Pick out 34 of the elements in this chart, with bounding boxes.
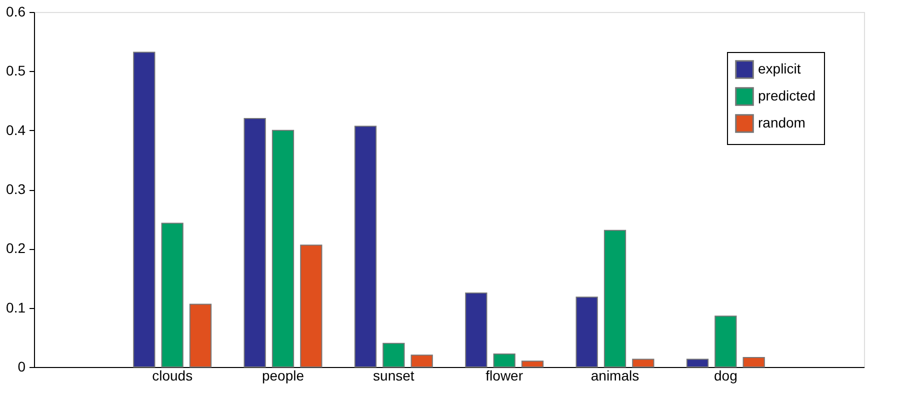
bar (161, 222, 184, 368)
y-tick-label: 0.2 (6, 240, 26, 256)
legend-label: explicit (758, 60, 801, 76)
x-tick-label: animals (590, 368, 640, 384)
y-tick-label: 0 (18, 358, 26, 374)
bar (632, 358, 654, 368)
bar (576, 296, 598, 368)
x-tick-label: people (262, 368, 304, 384)
bar (244, 118, 266, 368)
bar (604, 230, 626, 368)
legend-label: predicted (758, 88, 816, 104)
bar (493, 353, 516, 368)
bar (686, 358, 709, 368)
bar (354, 126, 377, 368)
bar (521, 360, 544, 368)
bar (133, 52, 156, 368)
y-tick-label: 0.4 (6, 122, 26, 138)
bar (382, 342, 405, 368)
x-tick-label: flower (486, 368, 524, 384)
bar (410, 354, 433, 368)
x-tick-label: sunset (373, 368, 414, 384)
bar (300, 244, 322, 368)
x-tick-label: dog (714, 368, 738, 384)
y-tick-label: 0.5 (6, 62, 26, 79)
bar (742, 357, 765, 368)
y-tick-label: 0.6 (6, 4, 26, 20)
bar (189, 304, 212, 368)
bar (272, 130, 294, 368)
y-tick-label: 0.3 (6, 181, 26, 197)
bar (465, 292, 488, 368)
bar (714, 316, 737, 368)
legend-label: random (758, 114, 806, 130)
y-tick-label: 0.1 (6, 299, 26, 316)
x-tick-label: clouds (152, 368, 193, 384)
